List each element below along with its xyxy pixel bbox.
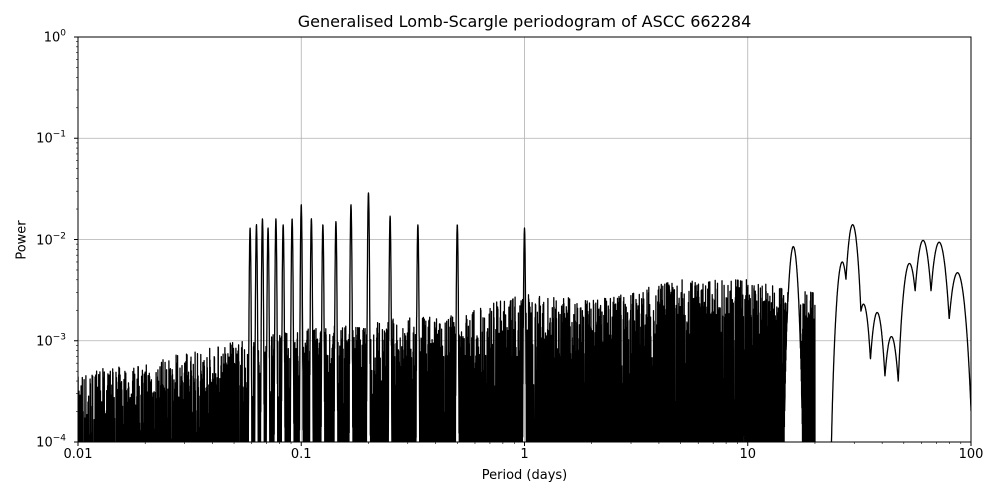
y-tick-label: 10−4 — [36, 433, 66, 451]
x-tick-label: 1 — [520, 447, 529, 462]
x-axis-label: Period (days) — [481, 468, 568, 483]
y-tick-label: 10−1 — [36, 129, 66, 147]
x-tick-label: 0.1 — [290, 447, 312, 462]
power-series-line — [78, 192, 971, 442]
chart-title: Generalised Lomb-Scargle periodogram of … — [297, 12, 752, 31]
y-tick-label: 100 — [43, 28, 66, 46]
y-tick-label: 10−3 — [36, 332, 66, 350]
axis-ticks — [74, 36, 972, 446]
x-tick-label: 0.01 — [63, 447, 93, 462]
x-tick-label: 10 — [739, 447, 757, 462]
x-tick-label: 100 — [958, 447, 984, 462]
y-tick-label: 10−2 — [36, 231, 66, 248]
